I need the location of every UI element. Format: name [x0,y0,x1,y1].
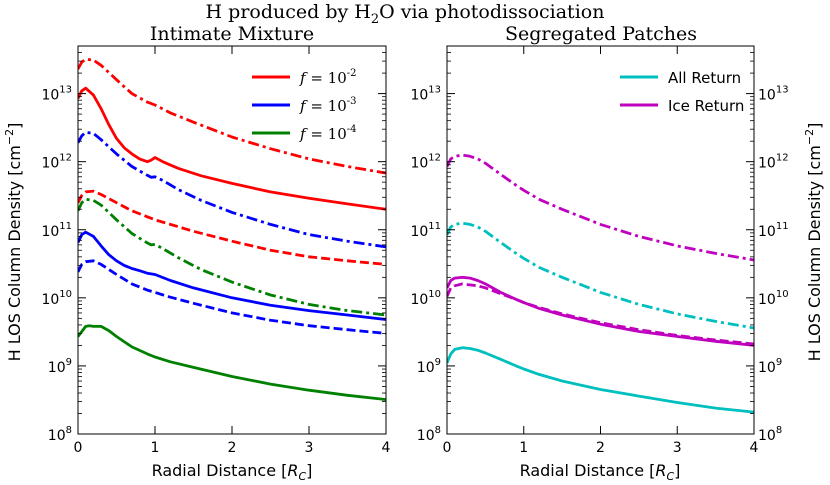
series-line-1 [78,86,386,211]
series-line-4 [447,346,754,414]
y-tick-label-right: 1012 [758,153,789,172]
y-tick-label: 1010 [41,289,72,308]
y-tick-label-right: 108 [758,425,782,444]
left-panel-title: Intimate Mixture [150,23,314,45]
y-tick-label-right: 1011 [758,221,789,240]
y-tick-label: 1010 [410,289,441,308]
legend: f = 10-2 f = 10-3 f = 10-4 [252,68,357,143]
legend-label: All Return [668,69,741,87]
y-tick-label: 109 [417,357,441,376]
y-axis-label-right: H LOS Column Density [cm−2] [803,123,824,362]
right-panel-title: Segregated Patches [505,23,697,45]
y-tick-label: 1013 [41,85,72,104]
y-tick-label: 1012 [410,153,441,172]
series-line-6 [78,259,386,335]
y-tick-label-right: 1010 [758,289,789,308]
x-tick-label: 3 [673,440,682,456]
y-tick-label: 1011 [410,221,441,240]
y-axis-label-left: H LOS Column Density [cm−2] [3,123,24,362]
y-tick-label: 1013 [410,85,441,104]
x-axis-label-left: Radial Distance [RC] [152,461,313,483]
y-tick-label: 109 [48,357,72,376]
series-line-0 [78,57,386,175]
x-tick-label: 4 [382,440,391,456]
y-tick-label: 108 [417,425,441,444]
x-axis-label-right: Radial Distance [RC] [520,461,681,483]
x-tick-label: 1 [519,440,528,456]
series-line-3 [78,189,386,266]
x-tick-label: 1 [151,440,160,456]
legend-label: Ice Return [668,97,744,115]
y-tick-label: 1012 [41,153,72,172]
y-tick-label: 1011 [41,221,72,240]
plot-area [78,57,386,401]
x-tick-label: 3 [305,440,314,456]
y-tick-label-right: 1013 [758,85,789,104]
series-line-1 [447,221,754,330]
x-tick-label: 2 [596,440,605,456]
legend-label: f = 10-3 [299,96,357,115]
x-tick-label: 2 [228,440,237,456]
series-line-4 [78,197,386,317]
series-line-0 [447,153,754,262]
legend: All Return Ice Return [620,69,744,115]
series-line-2 [78,130,386,249]
x-tick-label: 0 [443,440,452,456]
series-line-7 [78,324,386,401]
x-tick-label: 0 [74,440,83,456]
series-line-2 [447,275,754,347]
series-line-3 [447,282,754,346]
legend-label: f = 10-2 [299,68,357,87]
plot-area [447,153,754,414]
y-tick-label: 108 [48,425,72,444]
series-line-5 [78,230,386,321]
figure-suptitle: H produced by H2O via photodissociation [206,1,605,27]
legend-label: f = 10-4 [299,124,357,143]
x-tick-label: 4 [750,440,759,456]
y-tick-label-right: 109 [758,357,782,376]
